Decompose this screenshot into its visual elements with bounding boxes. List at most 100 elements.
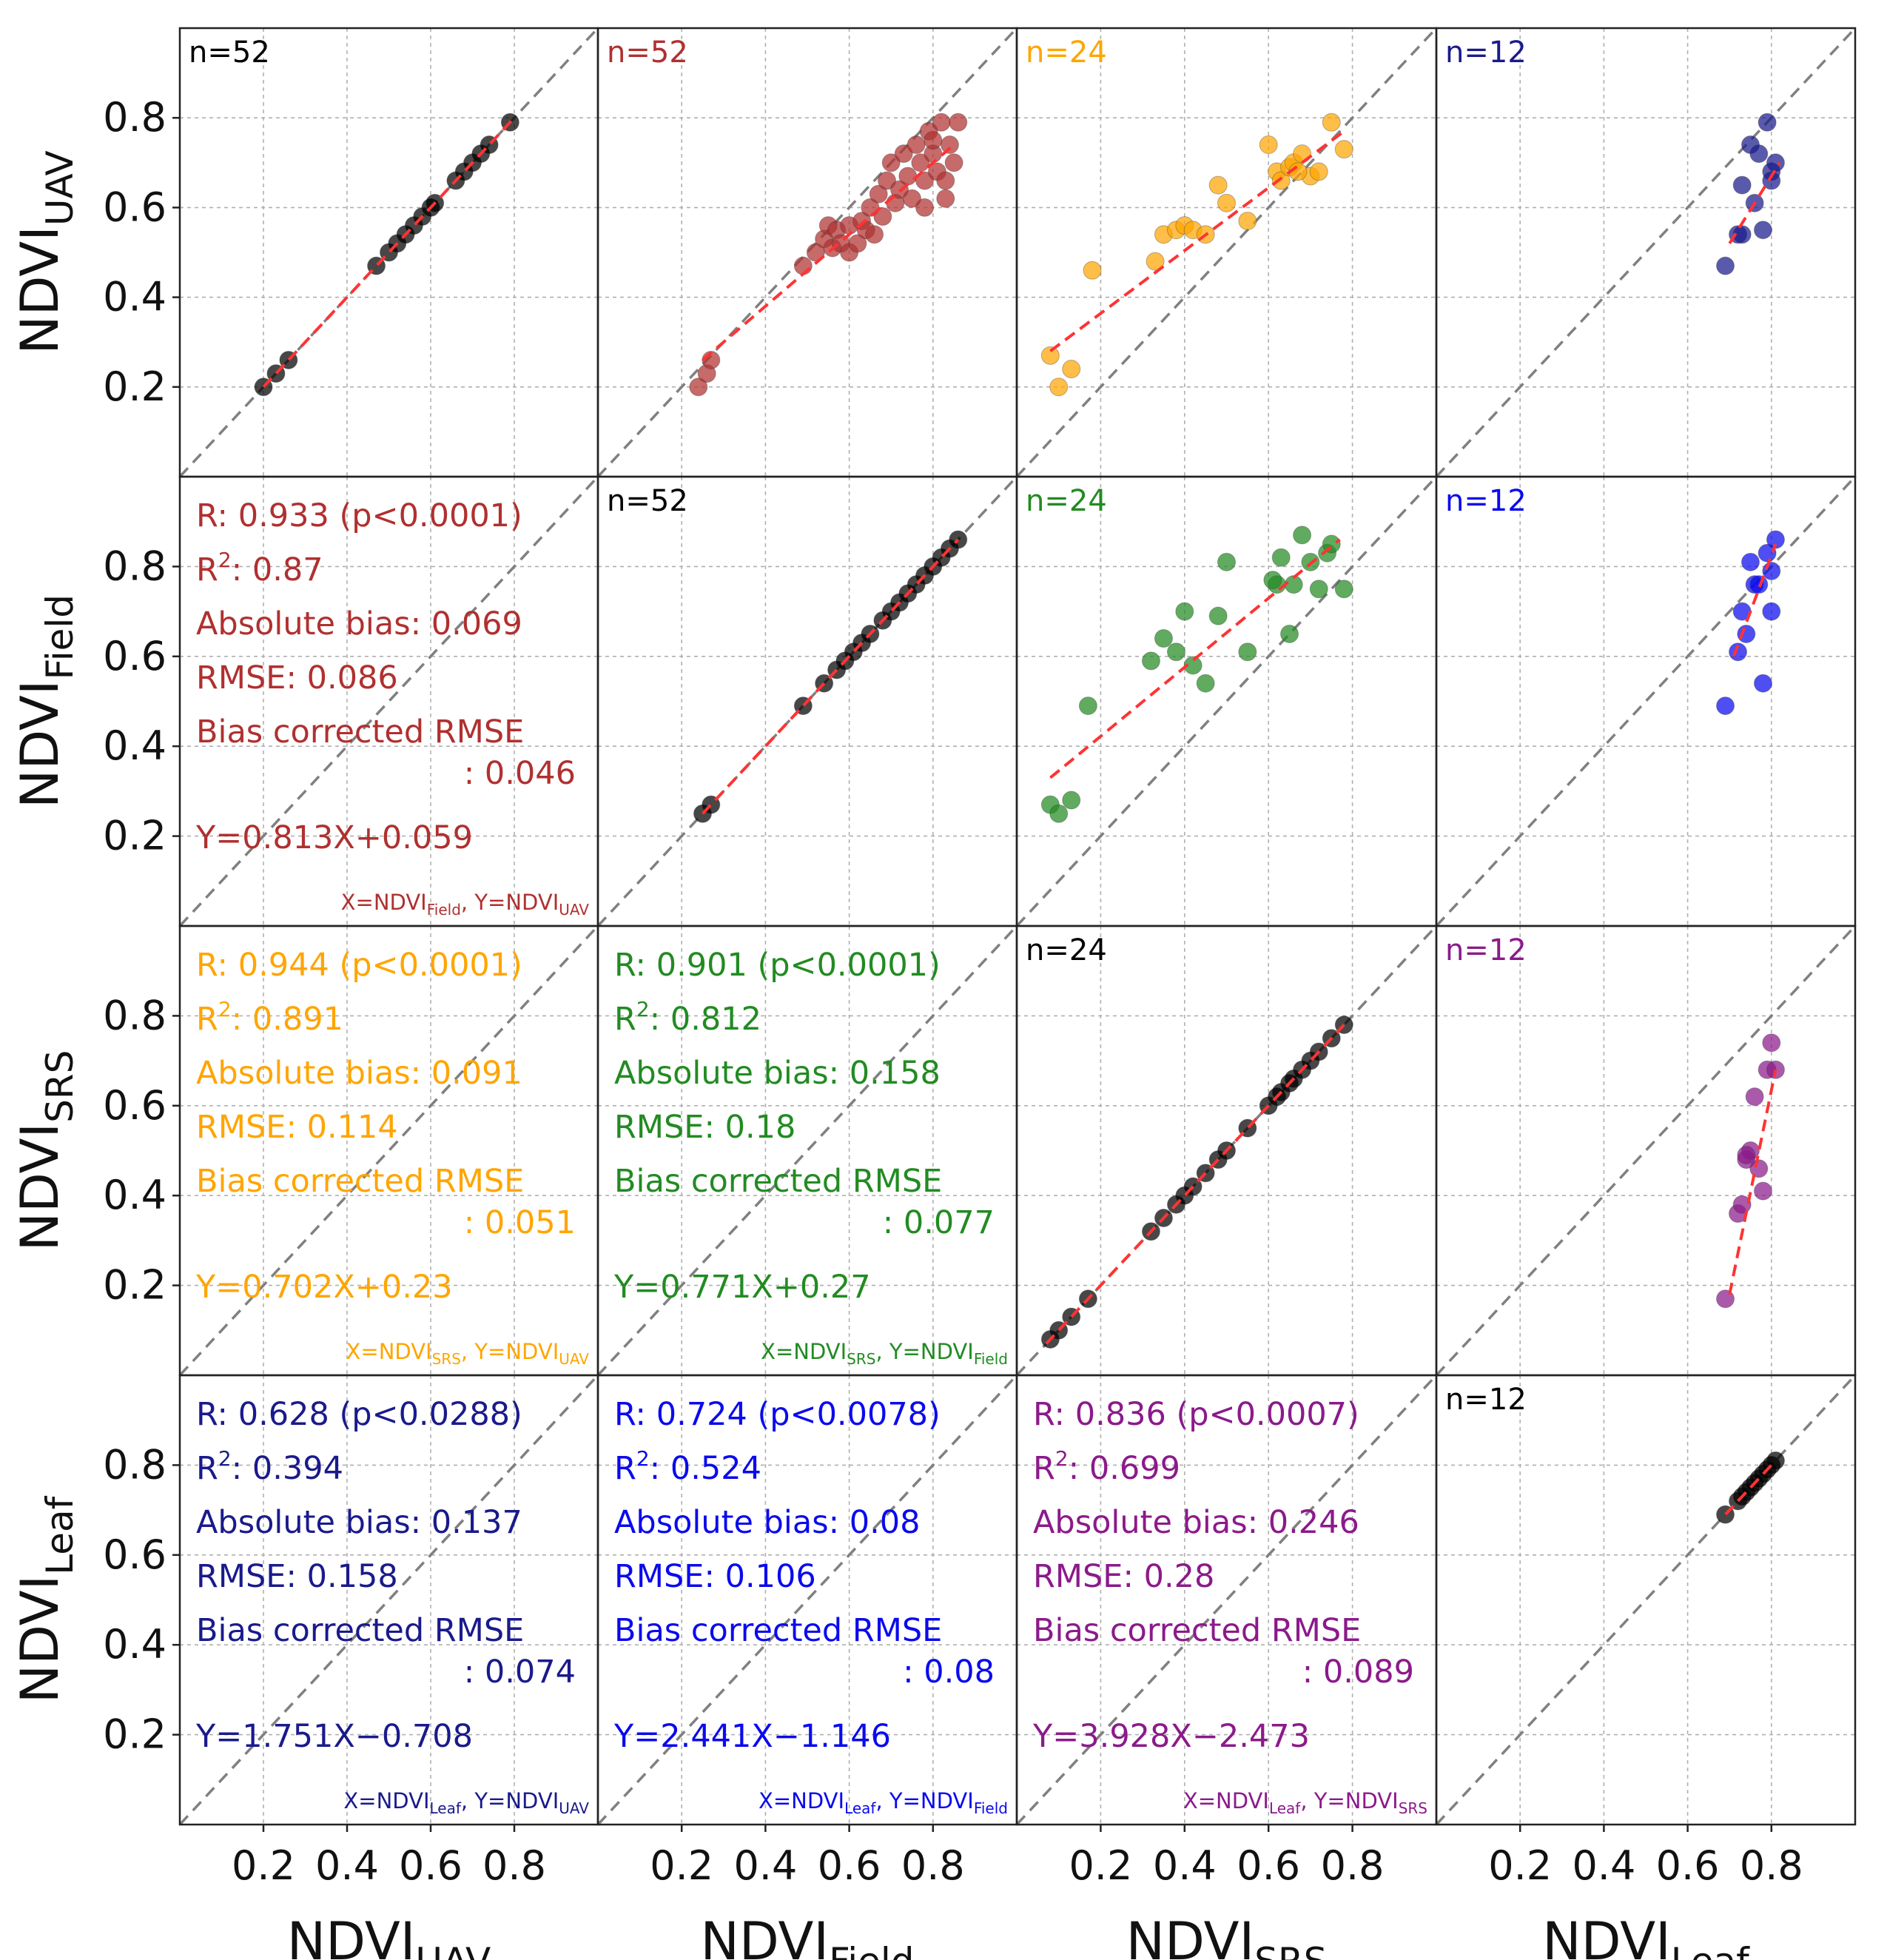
scatter-point xyxy=(924,131,943,150)
scatter-point xyxy=(894,144,913,164)
regression-equation: Y=2.441X−1.146 xyxy=(613,1718,891,1755)
x-tick-label: 0.6 xyxy=(818,1842,881,1889)
scatter-point xyxy=(1271,171,1291,190)
stat-line: R: 0.836 (p<0.0007) xyxy=(1033,1396,1359,1433)
scatter-point xyxy=(1238,642,1257,662)
identity-line xyxy=(178,475,599,927)
fit-line xyxy=(1049,538,1341,779)
scatter-point xyxy=(1758,543,1777,563)
stat-line: RMSE: 0.158 xyxy=(196,1558,398,1595)
fit-line xyxy=(1728,1069,1777,1295)
identity-line xyxy=(1435,475,1857,927)
y-axis-title: NDVISRS xyxy=(10,1050,81,1252)
scatter-point xyxy=(1154,629,1173,648)
x-tick-label: 0.2 xyxy=(1488,1842,1552,1889)
identity-line xyxy=(1015,1374,1438,1826)
stat-line: R: 0.944 (p<0.0001) xyxy=(196,947,522,984)
y-axis-title: NDVIUAV xyxy=(10,150,81,354)
sample-size-label: n=24 xyxy=(1026,933,1107,967)
scatter-point xyxy=(873,207,892,226)
fit-line xyxy=(262,116,516,389)
fit-line xyxy=(1724,1459,1777,1516)
bias-corrected-rmse-value: : 0.089 xyxy=(1302,1654,1414,1691)
scatter-point xyxy=(1078,697,1097,716)
scatter-point xyxy=(1749,575,1769,594)
scatter-point xyxy=(1217,193,1236,212)
scatter-point xyxy=(915,198,934,217)
scatter-point xyxy=(1175,602,1194,621)
sample-size-label: n=12 xyxy=(1445,1383,1527,1417)
x-tick-label: 0.2 xyxy=(650,1842,713,1889)
fit-line xyxy=(1728,161,1781,244)
y-tick-label: 0.4 xyxy=(103,722,166,769)
regression-equation: Y=0.702X+0.23 xyxy=(195,1269,453,1306)
y-tick-label: 0.2 xyxy=(103,1262,166,1309)
x-axis-title: NDVIField xyxy=(701,1911,915,1960)
variable-legend: X=NDVILeaf, Y=NDVISRS xyxy=(1183,1788,1427,1817)
y-tick-label: 0.6 xyxy=(103,1082,166,1129)
stat-line: Bias corrected RMSE xyxy=(614,1163,942,1200)
scatter-point xyxy=(1762,171,1781,190)
identity-line xyxy=(178,924,599,1377)
panel-2-3 xyxy=(1435,924,1857,1377)
variable-legend: X=NDVILeaf, Y=NDVIUAV xyxy=(343,1788,589,1817)
scatter-point xyxy=(1766,153,1785,172)
panel-0-3 xyxy=(1435,27,1857,478)
scatter-point xyxy=(1062,360,1081,379)
scatter-point xyxy=(1762,1033,1781,1053)
scatter-point xyxy=(1749,144,1769,164)
scatter-point xyxy=(949,113,968,132)
stats-panel-2-1: R: 0.901 (p<0.0001) R2: 0.812 Absolute bia… xyxy=(613,947,1008,1368)
y-tick-label: 0.2 xyxy=(103,363,166,410)
x-tick-label: 0.6 xyxy=(399,1842,462,1889)
stat-line: Bias corrected RMSE xyxy=(614,1612,942,1649)
x-tick-label: 0.2 xyxy=(232,1842,295,1889)
y-tick-label: 0.8 xyxy=(103,992,166,1038)
stat-line: Bias corrected RMSE xyxy=(196,714,524,751)
identity-line xyxy=(1435,27,1857,478)
scatter-point xyxy=(1293,526,1312,545)
scatter-point xyxy=(1749,1159,1769,1178)
scatter-point xyxy=(1166,642,1185,662)
panel-3-1 xyxy=(596,1374,1018,1826)
panel-0-2 xyxy=(1015,27,1438,478)
variable-legend: X=NDVISRS, Y=NDVIUAV xyxy=(346,1339,590,1368)
r-squared: R2: 0.87 xyxy=(196,548,323,588)
scatter-point xyxy=(1263,571,1282,590)
stat-line: RMSE: 0.114 xyxy=(196,1109,398,1146)
scatter-point xyxy=(689,377,708,397)
stat-line: R: 0.724 (p<0.0078) xyxy=(614,1396,941,1433)
stat-line: RMSE: 0.18 xyxy=(614,1109,796,1146)
stats-panel-3-0: R: 0.628 (p<0.0288) R2: 0.394 Absolute bia… xyxy=(195,1396,589,1817)
scatter-uav-vs-field: n=52 xyxy=(607,36,968,397)
bias-corrected-rmse-value: : 0.08 xyxy=(903,1654,995,1691)
scatter-point xyxy=(1322,113,1341,132)
identity-line xyxy=(178,27,599,478)
scatter-point xyxy=(1238,212,1257,231)
panel-2-0 xyxy=(178,924,599,1377)
r-squared: R2: 0.524 xyxy=(614,1446,761,1487)
scatter-point xyxy=(906,135,926,155)
r-squared: R2: 0.699 xyxy=(1033,1446,1180,1487)
identity-line xyxy=(178,1374,599,1826)
scatter-field-vs-leaf: n=12 xyxy=(1445,484,1785,716)
x-tick-label: 0.8 xyxy=(482,1842,546,1889)
bias-corrected-rmse-value: : 0.046 xyxy=(464,755,576,792)
scatter-point xyxy=(1083,261,1102,280)
y-tick-label: 0.8 xyxy=(103,1441,166,1488)
x-tick-label: 0.4 xyxy=(1572,1842,1635,1889)
fit-line xyxy=(1732,543,1777,657)
scatter-point xyxy=(936,189,955,208)
y-axis-title: NDVILeaf xyxy=(10,1495,81,1703)
scatter-point xyxy=(940,135,959,155)
scatter-point xyxy=(1334,140,1353,159)
scatter-point xyxy=(1753,1181,1772,1201)
regression-equation: Y=3.928X−2.473 xyxy=(1032,1718,1310,1755)
sample-size-label: n=24 xyxy=(1026,484,1107,518)
scatter-point xyxy=(1716,1289,1735,1309)
sample-size-label: n=52 xyxy=(607,484,688,518)
stat-line: RMSE: 0.106 xyxy=(614,1558,816,1595)
variable-legend: X=NDVISRS, Y=NDVIField xyxy=(761,1339,1008,1368)
y-tick-label: 0.2 xyxy=(103,1711,166,1758)
x-tick-label: 0.8 xyxy=(1321,1842,1385,1889)
